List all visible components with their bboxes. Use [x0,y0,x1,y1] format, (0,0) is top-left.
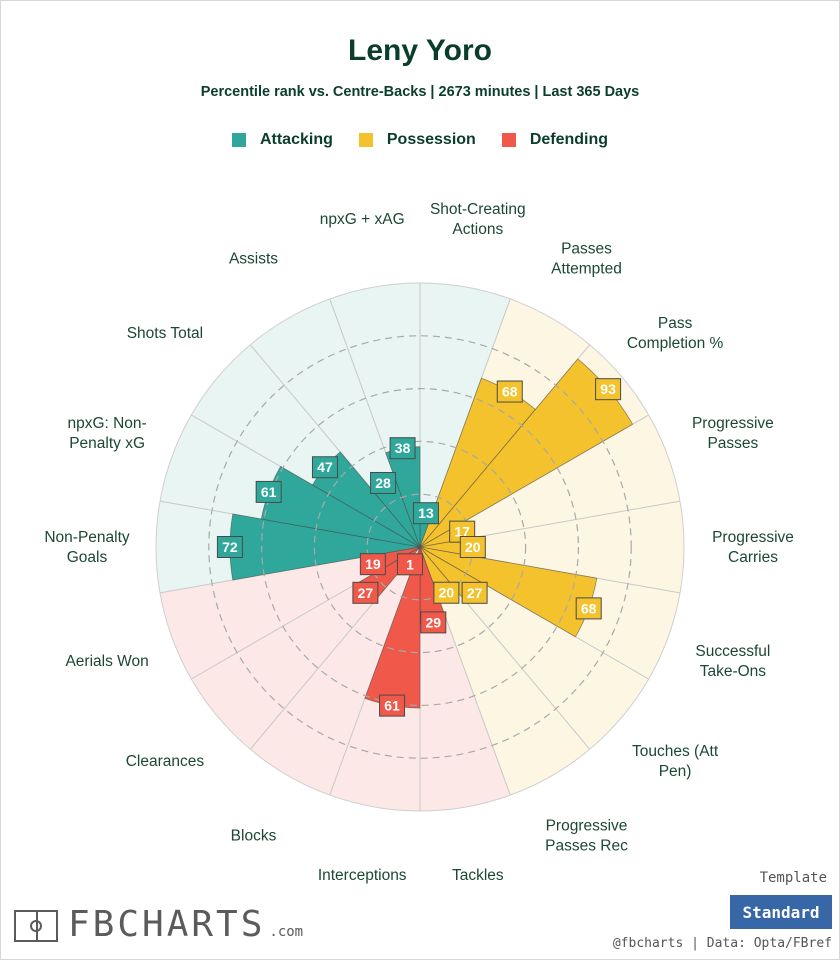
value-badge-progressive-passes-rec [433,581,460,604]
axis-label-tackles: Tackles [452,867,504,884]
value-label-clearances: 27 [358,585,374,601]
value-badge-touches-att-pen [461,581,488,604]
legend-swatch-possession [358,133,373,147]
value-badge-blocks [397,553,423,576]
sector-bg-aerials-won [160,547,420,679]
axis-label-progressive-carries: Progressive Carries [712,529,794,566]
sector-bg-progressive-passes [420,415,680,547]
fbcharts-logo: FBCHARTS .com [14,904,304,945]
template-label: Template [759,870,827,886]
chart-subtitle: Percentile rank vs. Centre-Backs | 2673 … [200,84,640,100]
value-badge-aerials-won [359,553,386,576]
value-label-non-penalty-goals: 72 [222,539,238,555]
value-badge-assists [370,471,397,494]
sector-bg-blocks [250,547,420,796]
value-label-progressive-passes: 17 [454,524,470,540]
legend-item-defending: Defending [501,131,609,149]
value-badge-successful-take-ons [575,597,602,620]
value-badge-pass-completion [595,378,622,401]
legend-swatch-defending [501,133,516,147]
axis-label-aerials-won: Aerials Won [65,653,148,670]
value-label-progressive-carries: 20 [465,539,481,555]
grid-ring [208,335,632,759]
grid-ring [261,388,579,706]
sector-bg-progressive-passes-rec [420,547,590,796]
axis-label-progressive-passes-rec: Progressive Passes Rec [545,817,628,854]
value-label-pass-completion: 93 [600,381,616,397]
value-label-shot-creating-actions: 13 [418,505,434,521]
value-label-touches-att-pen: 27 [467,585,483,601]
value-badge-clearances [352,581,379,604]
value-badge-npxg-non-penalty-xg [255,480,282,503]
value-badge-progressive-carries [459,536,486,558]
axis-label-shots-total: Shots Total [127,325,203,342]
axis-label-non-penalty-goals: Non-Penalty Goals [44,529,130,566]
axis-label-successful-take-ons: Successful Take-Ons [695,643,770,680]
legend-label-attacking: Attacking [259,131,333,148]
axis-label-touches-att-pen: Touches (Att Pen) [632,743,719,780]
value-label-progressive-passes-rec: 20 [439,585,455,601]
value-label-npxg-non-penalty-xg: 61 [261,484,277,500]
value-badge-interceptions [379,694,406,717]
legend-swatch-attacking [231,133,246,147]
sector-bg-shot-creating-actions [420,283,511,547]
sector-bg-progressive-carries [420,501,685,593]
legend-item-possession: Possession [358,131,476,149]
logo-wordmark: FBCHARTS [68,904,266,945]
axis-label-npxg-non-penalty-xg: npxG: Non-Penalty xG [67,415,146,452]
value-badge-npxg-xag [389,437,416,460]
value-label-aerials-won: 19 [365,556,381,572]
axis-label-pass-completion: Pass Completion % [627,315,724,352]
axis-label-shot-creating-actions: Shot-Creating Actions [430,201,526,238]
legend-item-attacking: Attacking [231,131,333,149]
value-badge-passes-attempted [496,380,523,403]
value-label-interceptions: 61 [384,698,400,714]
value-label-successful-take-ons: 68 [581,600,597,616]
legend-label-possession: Possession [386,131,476,148]
axis-label-passes-attempted: Passes Attempted [551,241,622,278]
value-label-blocks: 1 [406,556,414,572]
chart-title: Leny Yoro [348,34,492,67]
grid-ring [313,440,527,654]
data-credit: @fbcharts | Data: Opta/FBref [612,936,832,951]
axis-label-interceptions: Interceptions [318,867,407,884]
axis-label-blocks: Blocks [231,827,277,844]
outer-ring [155,282,685,812]
value-badge-shot-creating-actions [412,502,439,525]
value-badge-tackles [420,611,447,634]
legend-label-defending: Defending [529,131,609,148]
axis-label-clearances: Clearances [126,753,205,770]
axis-label-progressive-passes: Progressive Passes [692,415,774,452]
value-label-passes-attempted: 68 [502,384,518,400]
value-badge-shots-total [311,456,338,479]
value-label-npxg-xag: 38 [395,440,411,456]
value-label-assists: 28 [375,475,391,491]
axis-label-npxg-xag: npxG + xAG [320,211,405,228]
value-label-shots-total: 47 [317,459,333,475]
template-button[interactable]: Standard [730,895,832,929]
axis-label-assists: Assists [229,251,278,268]
logo-suffix: .com [269,924,304,940]
value-label-tackles: 29 [426,614,442,630]
pitch-icon [14,910,58,942]
value-badge-non-penalty-goals [216,536,243,558]
legend: Attacking Possession Defending [0,131,840,149]
